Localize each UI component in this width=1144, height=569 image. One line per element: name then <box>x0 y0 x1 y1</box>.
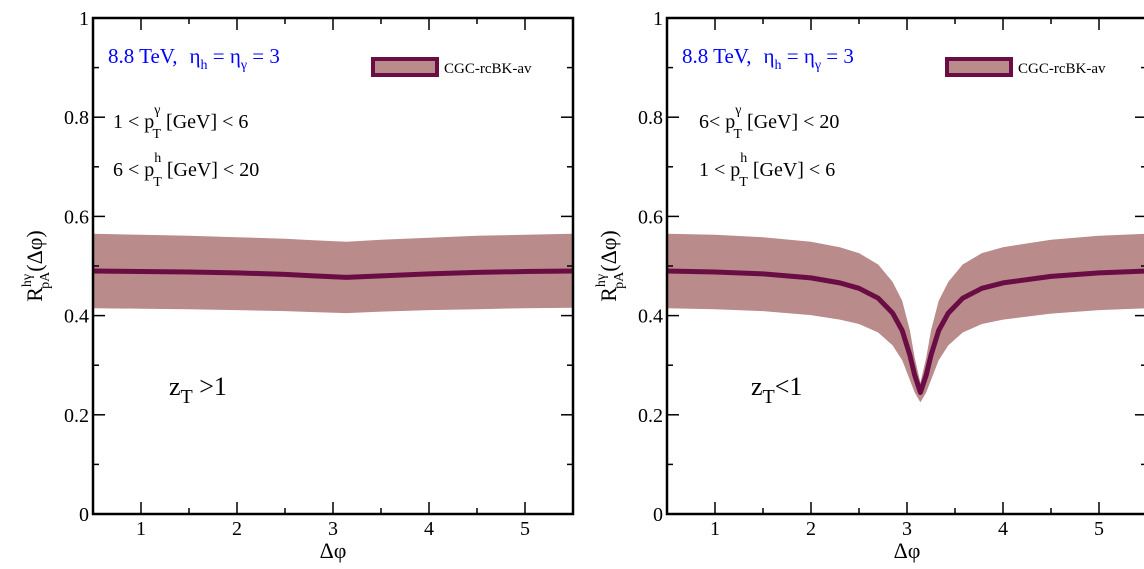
plot-area <box>93 233 573 314</box>
y-tick-label: 0.2 <box>64 405 89 427</box>
eta-sub-h: h <box>201 58 208 73</box>
zt-sub: T <box>763 386 775 408</box>
pt-cut-sup: h <box>740 151 747 166</box>
legend: CGC-rcBK-av <box>945 57 1106 77</box>
x-tick-label: 1 <box>710 518 720 540</box>
pt-cut-sup: h <box>154 151 161 166</box>
y-tick-label: 0.8 <box>64 107 89 129</box>
x-tick-label: 4 <box>424 518 434 540</box>
x-tick-label: 4 <box>998 518 1008 540</box>
uncertainty-band <box>93 233 573 314</box>
x-ticks <box>666 18 1100 514</box>
pt-cut-sub: T <box>733 127 742 142</box>
energy-annotation: 8.8 TeV, ηh = ηγ = 3 <box>108 44 280 73</box>
y-axis-title: Rhγ pA(Δφ) <box>20 230 53 302</box>
y-tick-label: 1 <box>79 8 89 30</box>
zt-annotation: zT<1 <box>751 372 802 408</box>
pt-cut-sub: T <box>153 175 162 190</box>
zt-annotation: zT >1 <box>169 372 227 408</box>
y-tick-label: 0.4 <box>64 306 89 328</box>
energy-annotation: 8.8 TeV, ηh = ηγ = 3 <box>682 44 854 73</box>
pt-cut-cut1: 1 < pγ T [GeV] < 6 <box>113 103 248 142</box>
pt-cut-pre: 6< p <box>699 111 735 133</box>
y-tick-label: 0.6 <box>64 206 89 228</box>
y-ticks <box>667 17 1144 515</box>
eta-eq: = η <box>208 44 241 68</box>
x-tick-label: 2 <box>232 518 242 540</box>
y-tick-label: 0.6 <box>638 206 663 228</box>
y-axis-title-base: R <box>596 287 621 302</box>
pt-cut-post: [GeV] < 20 <box>162 159 259 181</box>
x-ticks <box>92 18 574 514</box>
y-axis-title-base: R <box>22 287 47 302</box>
series-line <box>93 268 573 280</box>
legend: CGC-rcBK-av <box>371 57 532 77</box>
pt-cut-pre: 1 < p <box>699 159 740 181</box>
x-axis-title: Δφ <box>320 538 347 563</box>
eta-sub-gamma: γ <box>240 58 247 73</box>
uncertainty-band <box>667 233 1144 403</box>
pt-cut-sub: T <box>739 175 748 190</box>
y-tick-label: 1 <box>653 8 663 30</box>
eta-sub-gamma: γ <box>814 58 821 73</box>
x-tick-label: 5 <box>1094 518 1104 540</box>
pt-cut-cut2: 6 < ph T [GeV] < 20 <box>113 151 259 190</box>
y-axis-title: Rhγ pA(Δφ) <box>594 230 627 302</box>
zt-sub: T <box>181 386 193 408</box>
y-tick-label: 0 <box>79 504 89 526</box>
pt-cut-cut1: 6< pγ T [GeV] < 20 <box>699 103 839 142</box>
energy-text: 8.8 TeV, <box>108 44 178 68</box>
legend-label: CGC-rcBK-av <box>444 61 532 77</box>
x-tick-label: 3 <box>328 518 338 540</box>
pt-cut-sup: γ <box>153 103 160 118</box>
x-tick-label: 5 <box>520 518 530 540</box>
pt-cut-post: [GeV] < 20 <box>742 111 839 133</box>
y-axis-title-arg: (Δφ) <box>22 230 47 272</box>
y-tick-label: 0.2 <box>638 405 663 427</box>
x-tick-label: 2 <box>806 518 816 540</box>
y-axis-title-sub: pA <box>38 271 53 289</box>
zt-pre: z <box>751 372 763 401</box>
y-tick-label: 0.4 <box>638 306 663 328</box>
y-tick-label: 0 <box>653 504 663 526</box>
y-axis-title-sub: pA <box>612 271 627 289</box>
series-line <box>667 268 1144 395</box>
y-tick-label: 0.8 <box>638 107 663 129</box>
zt-pre: z <box>169 372 181 401</box>
pt-cut-pre: 6 < p <box>113 159 154 181</box>
pt-cut-sup: γ <box>734 103 741 118</box>
eta-symbol: η <box>764 44 775 68</box>
y-ticks <box>93 17 573 515</box>
eta-rest: = 3 <box>821 44 854 68</box>
pt-cut-pre: 1 < p <box>113 111 154 133</box>
x-axis-title: Δφ <box>894 538 921 563</box>
eta-eq: = η <box>782 44 815 68</box>
zt-post: >1 <box>193 372 227 401</box>
y-axis-title-arg: (Δφ) <box>596 230 621 272</box>
y-axis-title-sup: hγ <box>594 274 609 287</box>
y-axis-title-sup: hγ <box>20 274 35 287</box>
plot-area <box>667 233 1144 403</box>
x-tick-label: 3 <box>902 518 912 540</box>
legend-label: CGC-rcBK-av <box>1018 61 1106 77</box>
eta-rest: = 3 <box>247 44 280 68</box>
pt-cut-post: [GeV] < 6 <box>748 159 835 181</box>
legend-swatch <box>371 57 439 77</box>
eta-sub-h: h <box>775 58 782 73</box>
zt-post: <1 <box>775 372 803 401</box>
pt-cut-cut2: 1 < ph T [GeV] < 6 <box>699 151 835 190</box>
energy-text: 8.8 TeV, <box>682 44 752 68</box>
pt-cut-sub: T <box>152 127 161 142</box>
pt-cut-post: [GeV] < 6 <box>161 111 248 133</box>
eta-symbol: η <box>190 44 201 68</box>
x-tick-label: 1 <box>136 518 146 540</box>
legend-swatch <box>945 57 1013 77</box>
